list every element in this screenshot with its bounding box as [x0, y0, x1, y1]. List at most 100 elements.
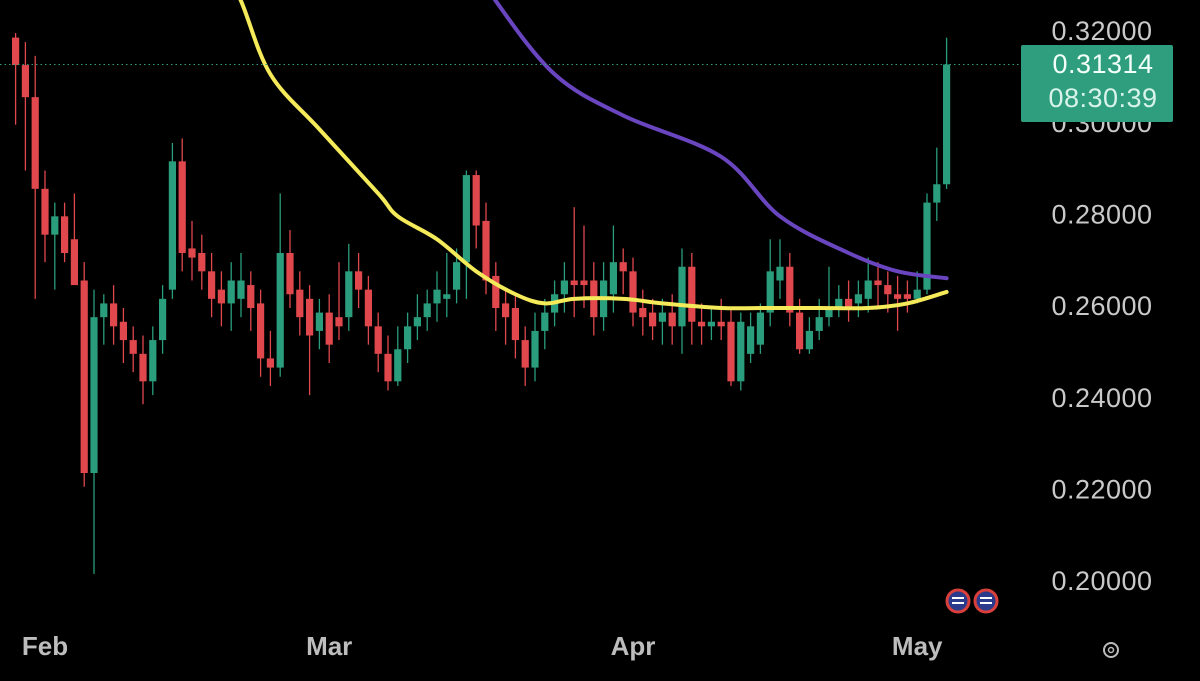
candle-body: [70, 239, 78, 286]
moving-average-line: [492, 0, 949, 281]
candle-body: [894, 294, 902, 299]
candle-body: [110, 303, 118, 327]
candle-body: [257, 303, 265, 359]
candle-body: [306, 298, 314, 336]
candle-body: [874, 280, 882, 286]
candle-body: [12, 37, 20, 66]
candle-body: [374, 326, 382, 354]
candle-body: [315, 312, 323, 331]
candle-body: [815, 317, 823, 331]
candle-body: [776, 266, 784, 281]
candle-body: [159, 298, 167, 341]
candle-body: [149, 340, 157, 382]
countdown-label: 08:30:39: [1048, 83, 1157, 113]
candle-body: [502, 303, 510, 318]
flag-icons: [945, 588, 999, 614]
candle-body: [119, 321, 127, 341]
candle-body: [80, 280, 88, 473]
candle-body: [296, 289, 304, 318]
candle-body: [786, 266, 794, 313]
candle-body: [717, 321, 725, 327]
candle-body: [923, 202, 931, 290]
candle-body: [31, 97, 39, 189]
candle-body: [345, 271, 353, 318]
candle-body: [462, 175, 470, 263]
candle-body: [756, 312, 764, 345]
candle-body: [698, 321, 706, 327]
candle-body: [658, 312, 666, 322]
candle-body: [649, 312, 657, 327]
candle-body: [825, 308, 833, 318]
candle-body: [727, 321, 735, 382]
candle-body: [845, 298, 853, 308]
candle-body: [423, 303, 431, 318]
candle-body: [61, 216, 69, 253]
x-tick-label: Apr: [611, 631, 656, 661]
candle-body: [619, 262, 627, 272]
candle-body: [943, 64, 951, 185]
candle-body: [90, 317, 98, 473]
plot-area: [12, 0, 951, 574]
candle-body: [41, 188, 49, 235]
candle-body: [178, 161, 186, 253]
candle-body: [541, 312, 549, 331]
candle-body: [854, 294, 862, 304]
x-tick-label: May: [892, 631, 943, 661]
candle-body: [835, 298, 843, 308]
candle-body: [384, 353, 392, 382]
candle-body: [139, 353, 147, 382]
candle-body: [531, 330, 539, 368]
y-tick-label: 0.26000: [1051, 291, 1152, 321]
candle-body: [688, 266, 696, 322]
price-label-box: [1021, 45, 1173, 122]
candle-body: [521, 340, 529, 368]
candle-body: [668, 312, 676, 327]
candle-body: [100, 303, 108, 318]
candle-body: [570, 280, 578, 286]
candle-body: [737, 321, 745, 382]
settings-icon[interactable]: [1103, 642, 1119, 658]
candle-body: [629, 271, 637, 313]
candle-body: [884, 285, 892, 295]
y-tick-label: 0.20000: [1051, 566, 1152, 596]
x-tick-label: Mar: [306, 631, 352, 661]
candle-body: [286, 253, 294, 295]
y-tick-label: 0.28000: [1051, 199, 1152, 229]
candle-body: [237, 280, 245, 299]
candle-body: [51, 216, 59, 235]
candle-body: [208, 271, 216, 299]
candle-body: [482, 220, 490, 281]
candle-body: [913, 289, 921, 299]
candle-body: [796, 312, 804, 350]
candle-body: [227, 280, 235, 304]
candle-body: [168, 161, 176, 290]
x-tick-label: Feb: [22, 631, 68, 661]
candle-body: [276, 253, 284, 368]
candle-body: [21, 65, 29, 98]
candle-body: [266, 358, 274, 368]
candle-body: [247, 285, 255, 308]
candle-body: [747, 326, 755, 354]
candle-body: [217, 289, 225, 304]
candle-body: [443, 294, 451, 299]
candle-body: [933, 184, 941, 203]
candle-body: [903, 294, 911, 299]
candle-body: [394, 349, 402, 382]
y-tick-label: 0.32000: [1051, 16, 1152, 46]
y-tick-label: 0.22000: [1051, 474, 1152, 504]
candle-body: [355, 271, 363, 290]
candle-body: [335, 317, 343, 327]
candle-body: [560, 280, 568, 295]
candle-body: [188, 248, 196, 258]
candle-body: [472, 175, 480, 226]
candle-body: [198, 253, 206, 272]
candle-body: [678, 266, 686, 327]
candle-body: [805, 330, 813, 350]
y-tick-label: 0.24000: [1051, 383, 1152, 413]
candle-body: [609, 262, 617, 295]
candle-body: [129, 340, 137, 354]
candle-body: [325, 312, 333, 345]
last-price-label: 0.31314: [1052, 49, 1153, 79]
